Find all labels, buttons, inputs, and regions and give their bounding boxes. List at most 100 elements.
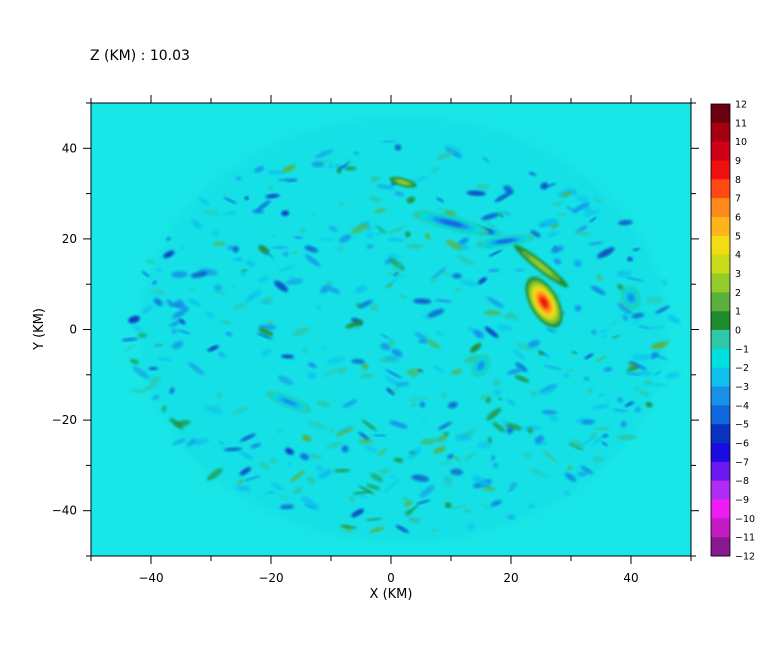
texture-blob	[205, 311, 214, 319]
texture-blob	[169, 320, 182, 327]
texture-blob	[602, 434, 609, 438]
texture-blob	[603, 367, 613, 372]
texture-blob	[665, 371, 681, 379]
texture-blob	[591, 435, 605, 446]
colorbar-label: 6	[735, 213, 741, 224]
texture-blob	[132, 366, 149, 379]
feature-contour	[540, 298, 548, 307]
texture-blob	[454, 287, 463, 293]
texture-blob	[528, 468, 548, 477]
texture-blob	[522, 425, 543, 431]
texture-blob	[231, 284, 236, 287]
texture-blob	[202, 209, 220, 216]
texture-blob	[323, 368, 339, 378]
texture-blob	[376, 225, 387, 234]
texture-blob	[528, 503, 535, 509]
texture-blob	[617, 219, 633, 226]
texture-blob	[358, 485, 375, 495]
texture-blob	[132, 325, 143, 332]
texture-blob	[304, 245, 319, 253]
colorbar-label: 9	[735, 156, 741, 167]
texture-blob	[214, 405, 220, 409]
texture-blob	[330, 427, 335, 434]
texture-blob	[122, 345, 137, 352]
colorbar: 1211109876543210−1−2−3−4−5−6−7−8−9−10−11…	[710, 100, 755, 563]
texture-blob	[380, 343, 391, 351]
texture-blob	[389, 387, 400, 394]
texture-blob	[408, 451, 416, 455]
texture-blob	[583, 376, 590, 381]
texture-blob	[431, 266, 447, 280]
texture-blob	[137, 332, 147, 338]
texture-blob	[527, 427, 534, 434]
texture-blob	[370, 472, 384, 483]
texture-blob	[320, 238, 334, 242]
texture-blob	[142, 305, 153, 314]
texture-blob	[418, 339, 427, 344]
x-tick-label: 40	[623, 571, 638, 585]
texture-blob	[351, 358, 365, 364]
texture-blob	[450, 504, 468, 510]
texture-blob	[386, 272, 406, 277]
texture-blob	[259, 301, 272, 305]
colorbar-swatch	[711, 311, 730, 331]
texture-blob	[384, 479, 399, 492]
texture-blob	[580, 465, 594, 475]
texture-blob	[318, 159, 334, 163]
texture-blob	[443, 431, 450, 437]
texture-blob	[514, 375, 530, 383]
texture-blob	[128, 315, 140, 324]
texture-blob	[436, 151, 454, 160]
texture-blob	[345, 166, 357, 171]
texture-blob	[645, 401, 653, 408]
texture-blob	[463, 354, 482, 364]
texture-blob	[245, 290, 262, 303]
texture-blob	[236, 485, 251, 492]
texture-blob	[152, 394, 160, 401]
y-tick-label: −20	[52, 413, 77, 427]
texture-blob	[436, 208, 456, 213]
texture-blob	[574, 305, 582, 312]
y-tick-label: 20	[62, 232, 77, 246]
texture-blob	[212, 241, 226, 247]
texture-blob	[625, 276, 644, 282]
texture-blob	[153, 298, 163, 307]
texture-blob	[188, 286, 196, 292]
colorbar-swatch	[711, 499, 730, 519]
texture-blob	[602, 334, 608, 338]
colorbar-label: −11	[735, 533, 755, 544]
colorbar-swatch	[711, 122, 730, 143]
texture-blob	[612, 408, 629, 413]
texture-blob	[542, 450, 559, 463]
texture-blob	[307, 421, 327, 429]
texture-blob	[411, 474, 430, 482]
texture-blob	[377, 448, 387, 457]
texture-blob	[337, 366, 346, 374]
texture-blob	[374, 207, 387, 214]
texture-blob	[574, 261, 581, 268]
texture-blob	[450, 468, 463, 476]
texture-blob	[198, 197, 210, 206]
texture-blob	[564, 472, 577, 482]
texture-blob	[255, 200, 271, 212]
texture-blob	[395, 525, 409, 533]
texture-blob	[396, 381, 410, 387]
texture-blob	[308, 362, 317, 369]
texture-blob	[358, 300, 373, 309]
texture-blob	[515, 342, 533, 352]
colorbar-swatch	[711, 367, 730, 387]
texture-blob	[282, 251, 289, 257]
field-texture	[121, 116, 681, 543]
colorbar-swatch	[711, 518, 730, 538]
texture-blob	[244, 196, 249, 200]
texture-blob	[301, 496, 314, 505]
texture-blob	[281, 164, 297, 173]
texture-blob	[430, 278, 438, 284]
texture-blob	[307, 372, 317, 380]
texture-blob	[240, 433, 256, 442]
texture-blob	[433, 446, 446, 454]
texture-blob	[591, 329, 597, 335]
texture-blob	[146, 259, 155, 264]
texture-blob	[587, 388, 593, 394]
